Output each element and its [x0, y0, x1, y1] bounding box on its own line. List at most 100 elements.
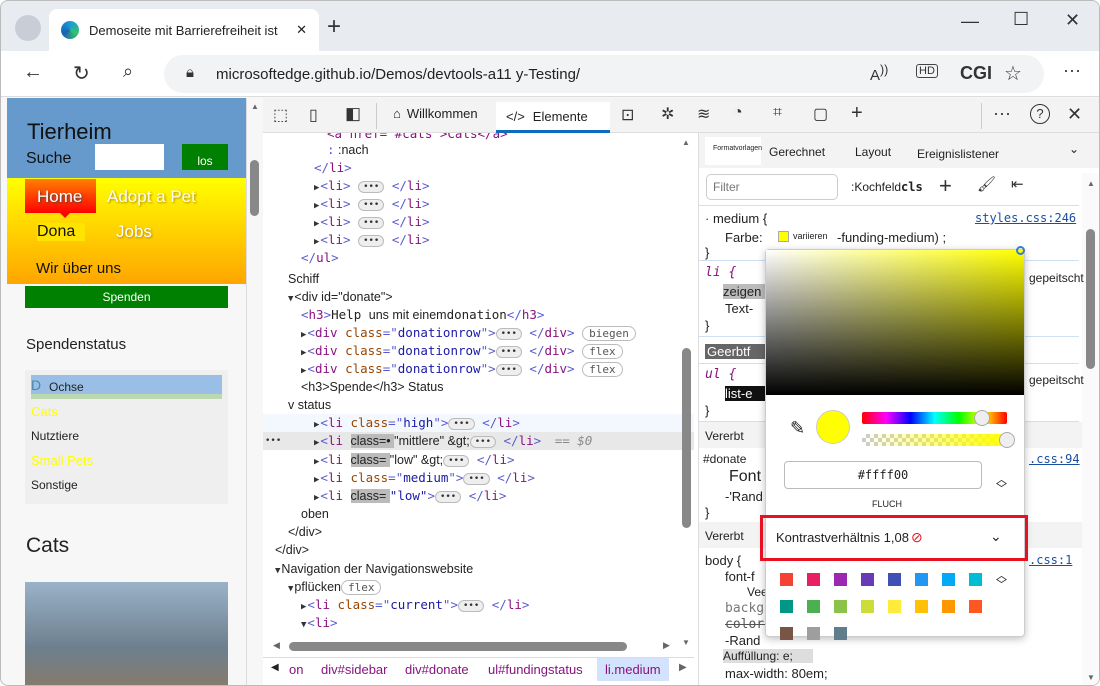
- dom-node[interactable]: ▼<li>: [263, 614, 683, 632]
- css-property[interactable]: backgr: [725, 601, 772, 616]
- dom-node[interactable]: ▶<li> ••• </li>: [263, 195, 683, 213]
- performance-icon[interactable]: ◔: [733, 104, 743, 121]
- css-property[interactable]: Font: [729, 468, 762, 485]
- dom-vscroll-thumb[interactable]: [682, 348, 691, 528]
- tab-welcome[interactable]: ⌂ Willkommen: [393, 106, 478, 121]
- dom-tree[interactable]: <a href="#cats">Cats</a>: :nach </li> ▶<li…: [263, 133, 694, 653]
- styles-filter-input[interactable]: [706, 174, 838, 200]
- search-button[interactable]: los: [182, 144, 228, 170]
- expand-triangle-icon[interactable]: ▶: [314, 219, 320, 229]
- dom-node[interactable]: oben: [263, 505, 683, 523]
- page-scrollbar-thumb[interactable]: [250, 160, 259, 216]
- palette-swatch[interactable]: [834, 627, 847, 640]
- dom-node[interactable]: <a href="#cats">Cats</a>: [263, 133, 683, 143]
- wifi-icon[interactable]: ≋: [697, 106, 711, 123]
- css-property[interactable]: list-e: [725, 386, 769, 401]
- palette-swatch[interactable]: [942, 573, 955, 586]
- bug-icon[interactable]: ✲: [661, 106, 675, 123]
- dom-node[interactable]: Schiff: [263, 270, 683, 288]
- dom-node[interactable]: ••• ▶<li class=• "mittlere" &gt; ••• </li>…: [263, 432, 694, 450]
- format-toggle-icon[interactable]: ︿ ﹀: [996, 474, 1007, 495]
- expand-triangle-icon[interactable]: ▶: [314, 420, 320, 430]
- dom-node[interactable]: ▶<div class="donationrow"> ••• </div> bie…: [263, 324, 683, 342]
- ellipsis-expand-icon[interactable]: •••: [448, 417, 475, 430]
- donate-button[interactable]: Spenden: [25, 286, 228, 308]
- saturation-area[interactable]: [766, 250, 1024, 395]
- tab-layout[interactable]: Layout: [855, 145, 892, 159]
- css-property[interactable]: font-f: [725, 569, 755, 584]
- css-property[interactable]: max-width: 80em;: [725, 666, 828, 681]
- maximize-icon[interactable]: ☐: [1013, 9, 1030, 29]
- css-property[interactable]: Text-: [725, 301, 754, 316]
- expand-triangle-icon[interactable]: ▶: [314, 183, 320, 193]
- dom-node[interactable]: ▶<li class="current"> ••• </li>: [263, 596, 683, 614]
- dom-node[interactable]: </div>: [263, 523, 683, 541]
- tab-event-listeners[interactable]: Ereignislistener: [917, 147, 1000, 161]
- dom-hscroll-thumb[interactable]: [289, 642, 627, 651]
- css-property[interactable]: -Rand: [725, 633, 761, 648]
- read-aloud-icon[interactable]: A)): [870, 63, 889, 84]
- node-actions-icon[interactable]: •••: [265, 436, 282, 446]
- chevron-down-icon[interactable]: ⌄: [990, 528, 1002, 544]
- search-icon[interactable]: ⌕: [123, 61, 134, 81]
- dom-node[interactable]: ▼<div id="donate">: [263, 288, 683, 306]
- breadcrumb-item[interactable]: div#sidebar: [321, 662, 388, 677]
- palette-swatch[interactable]: [861, 600, 874, 613]
- more-menu-icon[interactable]: ···: [1063, 60, 1081, 80]
- close-tab-icon[interactable]: ✕: [296, 22, 307, 37]
- palette-swatch[interactable]: [807, 600, 820, 613]
- hue-slider[interactable]: [862, 412, 1007, 424]
- expand-triangle-icon[interactable]: ▶: [301, 330, 307, 340]
- palette-swatch[interactable]: [780, 600, 793, 613]
- expand-triangle-icon[interactable]: ▶: [301, 602, 307, 612]
- ellipsis-expand-icon[interactable]: •••: [358, 234, 385, 247]
- hd-icon[interactable]: HD: [916, 64, 938, 78]
- new-tab-icon[interactable]: +: [327, 13, 342, 40]
- console-icon[interactable]: ⊡: [621, 107, 635, 124]
- palette-swatch[interactable]: [861, 573, 874, 586]
- flex-badge[interactable]: flex: [582, 362, 623, 377]
- expand-triangle-icon[interactable]: ▶: [314, 438, 320, 448]
- palette-swatch[interactable]: [888, 600, 901, 613]
- dom-node[interactable]: </div>: [263, 541, 683, 559]
- memory-chip-icon[interactable]: ⌗: [773, 104, 783, 121]
- palette-swatch[interactable]: [969, 573, 982, 586]
- help-icon[interactable]: ?: [1030, 104, 1050, 124]
- breadcrumb-left-icon[interactable]: ◀: [271, 662, 279, 673]
- nav-home[interactable]: Home: [37, 187, 83, 206]
- expand-triangle-icon[interactable]: ▶: [301, 348, 307, 358]
- dom-node[interactable]: ▶<div class="donationrow"> ••• </div> fle…: [263, 360, 683, 378]
- dom-node[interactable]: ▶<li class= "low"> ••• </li>: [263, 487, 683, 505]
- expand-triangle-icon[interactable]: ▶: [314, 237, 320, 247]
- toggle-sidebar-icon[interactable]: ⇤: [1011, 176, 1024, 193]
- css-value[interactable]: -funding-medium) ;: [837, 230, 947, 245]
- css-property[interactable]: -'Rand: [725, 489, 763, 504]
- saturation-handle[interactable]: [1016, 246, 1025, 255]
- tab-computed[interactable]: Gerechnet: [769, 145, 826, 159]
- color-swatch[interactable]: [778, 231, 789, 242]
- styles-scrollbar-thumb[interactable]: [1086, 229, 1095, 369]
- tab-elements[interactable]: </> Elemente: [496, 102, 610, 133]
- more-tools-icon[interactable]: ···: [993, 103, 1011, 123]
- nav-donate[interactable]: Dona: [37, 223, 86, 241]
- contrast-ratio-row[interactable]: Kontrastverhältnis 1,08 ⊘ ⌄: [760, 515, 1028, 561]
- close-window-icon[interactable]: ✕: [1065, 10, 1081, 30]
- new-rule-icon[interactable]: +: [939, 173, 952, 198]
- dom-node[interactable]: </ul>: [263, 249, 683, 267]
- ellipsis-expand-icon[interactable]: •••: [443, 454, 470, 467]
- lock-icon[interactable]: 🔒︎: [186, 64, 194, 81]
- dom-node[interactable]: ▶<li class="medium"> ••• </li>: [263, 469, 683, 487]
- expand-triangle-icon[interactable]: ▶: [314, 201, 320, 211]
- url-field[interactable]: 🔒︎ microsoftedge.github.io/Demos/devtool…: [164, 55, 1044, 93]
- palette-swatch[interactable]: [807, 573, 820, 586]
- ellipsis-expand-icon[interactable]: •••: [434, 490, 462, 503]
- flex-badge[interactable]: biegen: [582, 326, 636, 341]
- palette-swatch[interactable]: [780, 627, 793, 640]
- application-icon[interactable]: ▢: [813, 106, 829, 123]
- collapse-triangle-icon[interactable]: ▼: [301, 620, 307, 630]
- profile-label[interactable]: CGI: [960, 63, 993, 83]
- breadcrumb-item[interactable]: div#donate: [405, 662, 469, 677]
- rule-source-link[interactable]: .css:94: [1029, 452, 1080, 466]
- dom-node[interactable]: ▶<li class="high"> ••• </li>: [263, 414, 694, 432]
- dom-scroll-left-icon[interactable]: ◀: [273, 640, 280, 650]
